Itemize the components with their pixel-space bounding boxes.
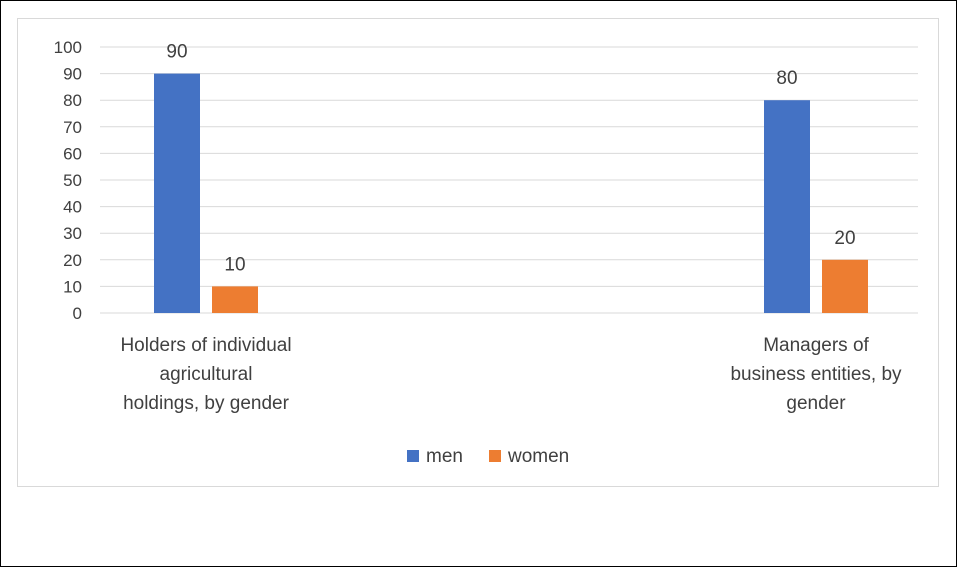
bar-men bbox=[764, 100, 810, 313]
bar-women bbox=[212, 286, 258, 313]
y-tick-label: 30 bbox=[63, 224, 82, 243]
data-label-women: 10 bbox=[224, 254, 245, 275]
category-label: Managers of bbox=[763, 335, 869, 356]
legend-swatch-women bbox=[489, 450, 501, 462]
legend-swatch-men bbox=[407, 450, 419, 462]
bar-women bbox=[822, 259, 868, 313]
legend-label-women: women bbox=[507, 446, 569, 467]
data-label-men: 90 bbox=[166, 42, 187, 63]
y-tick-label: 0 bbox=[73, 304, 82, 323]
bar-men bbox=[154, 73, 200, 313]
data-label-women: 20 bbox=[834, 228, 855, 249]
y-tick-label: 80 bbox=[63, 91, 82, 110]
y-tick-label: 10 bbox=[63, 277, 82, 296]
y-tick-label: 60 bbox=[63, 144, 82, 163]
chart-area bbox=[17, 18, 939, 487]
legend-label-men: men bbox=[426, 446, 463, 467]
category-label: gender bbox=[786, 393, 846, 414]
category-label: business entities, by bbox=[730, 364, 902, 385]
category-label: Holders of individual bbox=[120, 335, 291, 356]
y-tick-label: 20 bbox=[63, 251, 82, 270]
y-tick-label: 40 bbox=[63, 198, 82, 217]
category-label: holdings, by gender bbox=[123, 393, 290, 414]
data-label-men: 80 bbox=[776, 68, 797, 89]
y-tick-label: 100 bbox=[54, 38, 82, 57]
category-label: agricultural bbox=[160, 364, 253, 385]
y-tick-label: 90 bbox=[63, 65, 82, 84]
y-tick-label: 50 bbox=[63, 171, 82, 190]
y-tick-label: 70 bbox=[63, 118, 82, 137]
